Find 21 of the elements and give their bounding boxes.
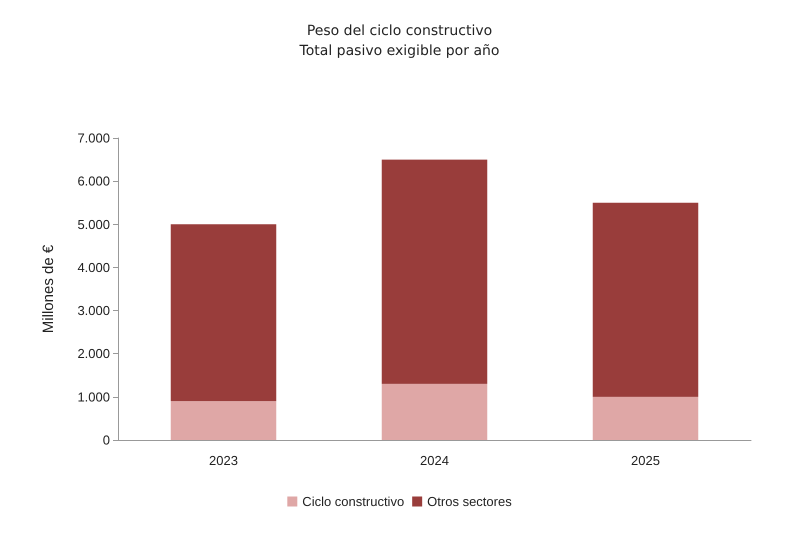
chart-title: Peso del ciclo constructivo Total pasivo exigible por año bbox=[298, 23, 500, 59]
legend-label: Ciclo constructivo bbox=[302, 494, 404, 509]
y-axis-title: Millones de € bbox=[40, 244, 57, 334]
bar bbox=[592, 396, 698, 440]
y-tick-label: 6.000 bbox=[77, 174, 110, 189]
y-tick-label: 2.000 bbox=[77, 346, 110, 362]
bar bbox=[170, 401, 276, 440]
x-tick-label: 2023 bbox=[209, 453, 238, 468]
bar bbox=[382, 160, 488, 384]
x-tick-label: 2024 bbox=[420, 453, 449, 468]
y-tick-label: 0 bbox=[102, 432, 110, 448]
x-tick-label: 2025 bbox=[631, 453, 660, 468]
y-tick-label: 4.000 bbox=[77, 260, 110, 275]
y-tick-label: 1.000 bbox=[77, 389, 110, 404]
bar bbox=[592, 202, 698, 397]
legend-label: Otros sectores bbox=[427, 494, 512, 509]
y-tick-label: 7.000 bbox=[77, 130, 110, 146]
y-tick-label: 3.000 bbox=[77, 303, 110, 318]
bar bbox=[170, 224, 276, 402]
bar bbox=[382, 384, 488, 440]
y-tick-label: 5.000 bbox=[77, 216, 110, 232]
